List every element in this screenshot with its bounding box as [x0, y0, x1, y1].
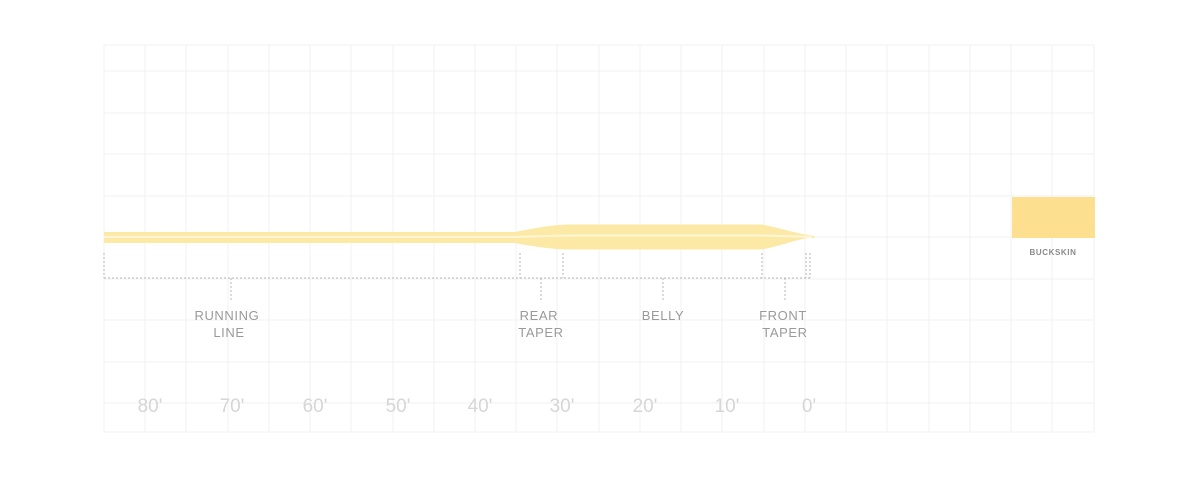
- distance-label: 10': [715, 396, 740, 417]
- distance-label: 30': [550, 396, 575, 417]
- distance-label: 80': [138, 396, 163, 417]
- section-label-belly: BELLY: [642, 308, 685, 323]
- section-label-rear-taper: REAR TAPER: [518, 308, 563, 340]
- distance-label: 0': [802, 396, 816, 417]
- color-swatch: [1012, 197, 1095, 238]
- distance-scale: 80' 70' 60' 50' 40' 30' 20' 10' 0': [138, 396, 816, 417]
- distance-label: 40': [468, 396, 493, 417]
- distance-label: 70': [220, 396, 245, 417]
- color-swatch-label: BUCKSKIN: [1029, 248, 1076, 257]
- section-label-front-taper: FRONT TAPER: [759, 308, 811, 340]
- fly-line-highlight: [104, 234, 813, 238]
- distance-label: 60': [303, 396, 328, 417]
- section-label-running-line: RUNNING LINE: [194, 308, 263, 340]
- section-brackets: [103, 253, 811, 302]
- distance-label: 50': [386, 396, 411, 417]
- distance-label: 20': [633, 396, 658, 417]
